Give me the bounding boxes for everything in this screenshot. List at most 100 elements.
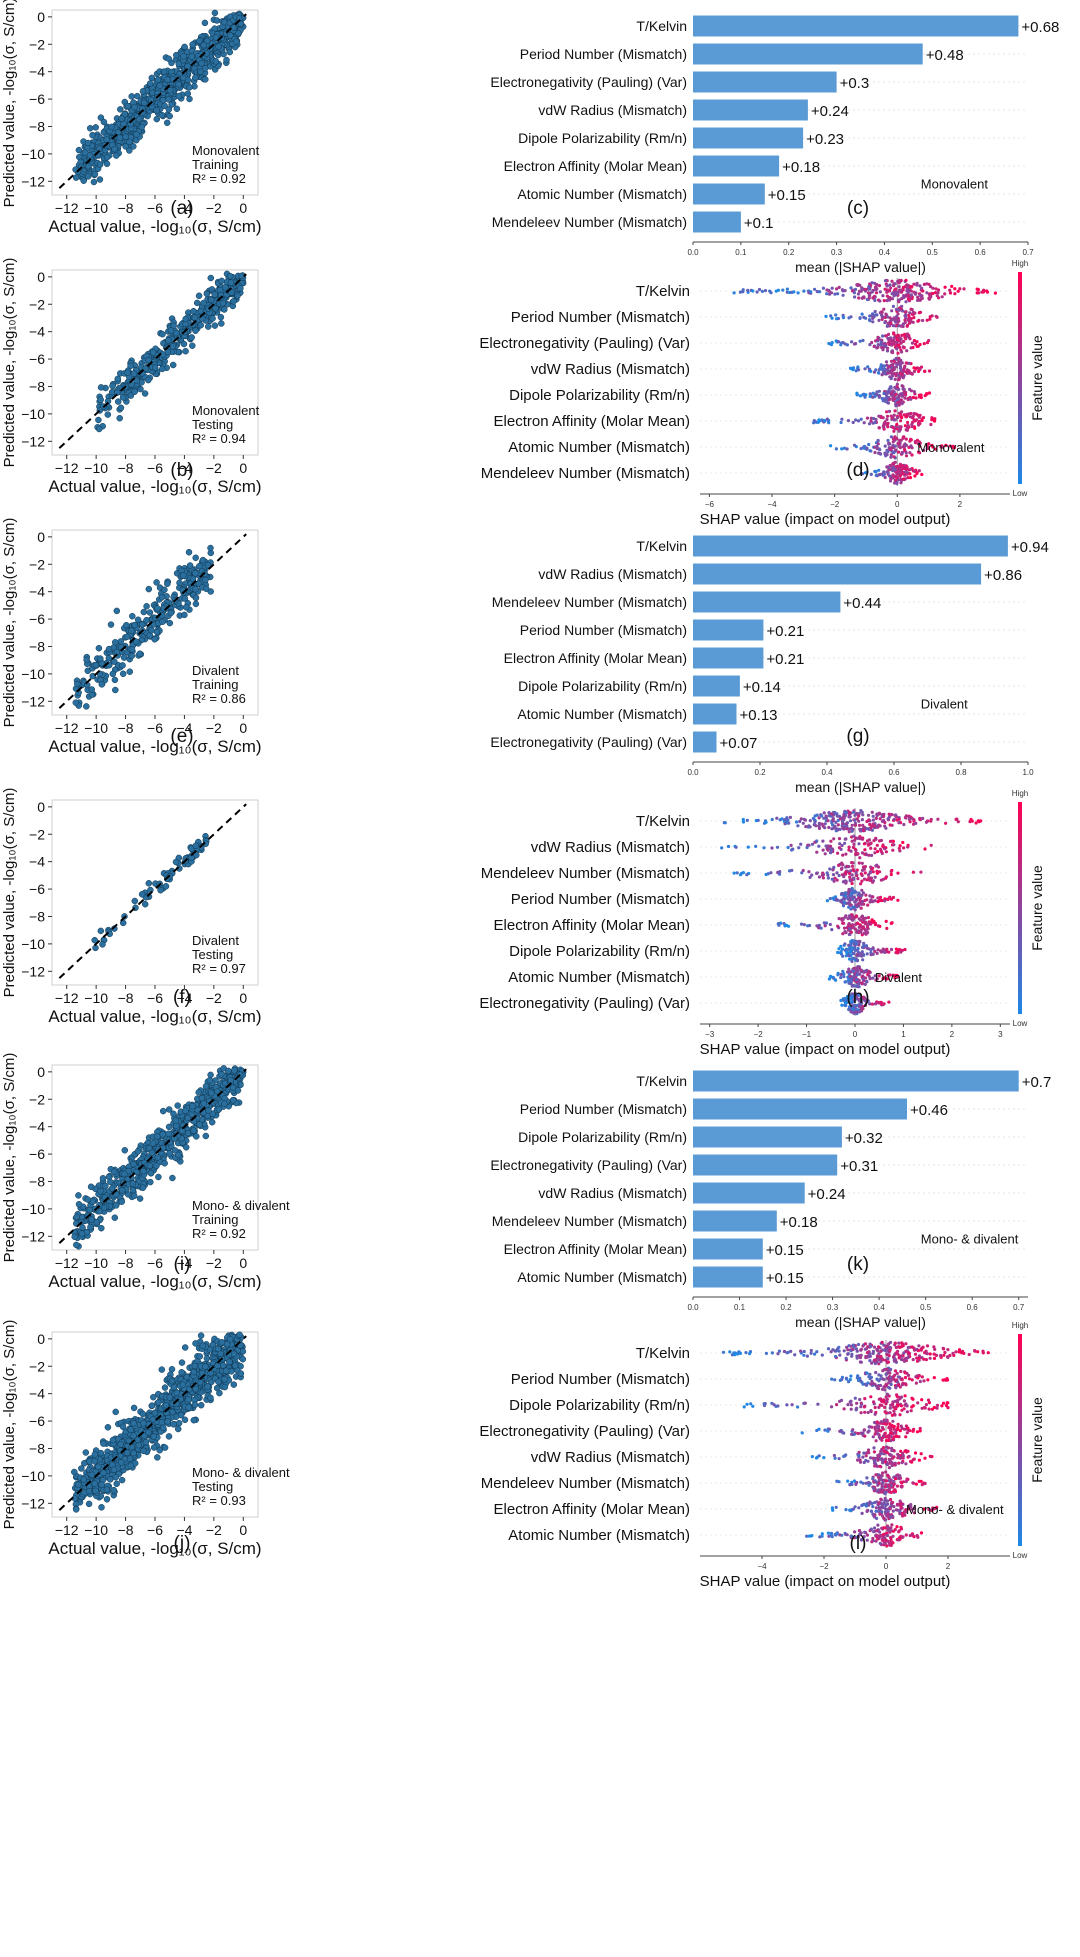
swarm-dot bbox=[852, 342, 857, 346]
data-point bbox=[180, 340, 188, 348]
swarm-dot bbox=[831, 818, 835, 822]
swarm-dot bbox=[877, 395, 881, 399]
swarm-dot bbox=[902, 477, 906, 481]
swarm-dot bbox=[894, 448, 898, 452]
swarm-dot bbox=[781, 288, 785, 292]
swarm-dot bbox=[854, 870, 858, 875]
swarm-dot bbox=[895, 347, 899, 351]
swarm-dot bbox=[897, 300, 901, 304]
swarm-dot bbox=[820, 814, 824, 818]
data-point bbox=[186, 95, 193, 103]
bar bbox=[693, 731, 717, 753]
swarm-dot bbox=[953, 287, 957, 291]
swarm-dot bbox=[882, 299, 886, 303]
x-tick-label: 0 bbox=[239, 720, 247, 736]
data-points bbox=[72, 9, 247, 186]
swarm-dot bbox=[885, 926, 889, 931]
swarm-dot bbox=[809, 290, 813, 294]
swarm-dot bbox=[902, 447, 907, 451]
data-point bbox=[190, 1127, 197, 1134]
swarm-dot bbox=[835, 871, 839, 875]
swarm-dot bbox=[735, 871, 739, 875]
data-point bbox=[80, 177, 87, 184]
x-tick-label: −10 bbox=[84, 460, 108, 476]
data-point bbox=[75, 146, 83, 154]
swarm-dot bbox=[889, 813, 893, 817]
swarm-dot bbox=[842, 943, 846, 947]
swarm-dot bbox=[775, 845, 780, 849]
colorbar-high-label: High bbox=[1012, 789, 1028, 798]
swarm-dot bbox=[849, 970, 853, 974]
colorbar bbox=[1018, 272, 1022, 484]
swarm-dot bbox=[904, 451, 908, 455]
x-tick-label: −8 bbox=[118, 200, 134, 216]
x-tick-label: −2 bbox=[206, 990, 222, 1006]
swarm-dot bbox=[866, 813, 871, 817]
swarm-dot bbox=[921, 416, 926, 420]
x-tick-label: −6 bbox=[705, 500, 715, 509]
swarm-dot bbox=[776, 870, 780, 875]
feature-label: Electronegativity (Pauling) (Var) bbox=[479, 995, 690, 1012]
y-tick-label: 0 bbox=[37, 9, 45, 25]
swarm-dot bbox=[919, 870, 923, 874]
data-point bbox=[196, 1121, 203, 1128]
data-point bbox=[151, 364, 159, 371]
data-point bbox=[72, 699, 80, 706]
y-tick-label: 0 bbox=[37, 1064, 45, 1080]
swarm-dot bbox=[876, 849, 880, 854]
annotation-line: R² = 0.86 bbox=[192, 691, 246, 706]
swarm-dot bbox=[898, 473, 903, 478]
data-point bbox=[98, 1224, 105, 1232]
swarm-dot bbox=[901, 309, 905, 313]
swarm-dot bbox=[904, 278, 908, 282]
swarm-dot bbox=[894, 344, 898, 348]
swarm-dot bbox=[871, 391, 875, 395]
swarm-dot bbox=[980, 290, 984, 294]
swarm-dot bbox=[895, 481, 899, 485]
data-point bbox=[153, 1162, 160, 1170]
swarm-dot bbox=[893, 385, 897, 390]
swarm-dot bbox=[918, 298, 922, 302]
swarm-dot bbox=[894, 392, 898, 396]
swarm-dot bbox=[816, 420, 820, 424]
swarm-dot bbox=[871, 946, 875, 950]
swarm-dot bbox=[888, 447, 892, 452]
x-tick-label: 2 bbox=[958, 500, 963, 509]
swarm-dot bbox=[870, 1002, 875, 1006]
swarm-dot bbox=[884, 826, 888, 830]
swarm-dot bbox=[897, 450, 901, 454]
swarm-dot bbox=[865, 819, 869, 824]
swarm-dot bbox=[871, 976, 875, 980]
annotation-line: Divalent bbox=[192, 933, 239, 948]
swarm-dot bbox=[948, 291, 953, 295]
swarm-dot bbox=[843, 879, 847, 884]
swarm-dot bbox=[910, 285, 914, 289]
swarm-dot bbox=[836, 851, 840, 855]
swarm-dot bbox=[873, 847, 877, 851]
swarm-dot bbox=[874, 417, 878, 422]
x-tick-label: −10 bbox=[84, 1255, 108, 1271]
data-point bbox=[133, 131, 140, 138]
annotation-line: Monovalent bbox=[192, 403, 260, 418]
data-point bbox=[219, 299, 227, 307]
x-tick-label: 0.4 bbox=[879, 248, 891, 257]
x-tick-label: 0 bbox=[853, 1030, 858, 1039]
swarm-dot bbox=[890, 309, 894, 313]
data-point bbox=[131, 103, 138, 111]
swarm-dot bbox=[885, 410, 889, 414]
y-tick-label: −12 bbox=[21, 963, 45, 979]
swarm-dot bbox=[908, 415, 913, 419]
data-point bbox=[207, 296, 215, 304]
swarm-dot bbox=[897, 356, 901, 360]
swarm-dot bbox=[868, 977, 872, 981]
data-point bbox=[113, 607, 121, 615]
swarm-dot bbox=[874, 313, 878, 317]
feature-label: Atomic Number (Mismatch) bbox=[517, 186, 687, 202]
data-point bbox=[119, 394, 127, 401]
data-point bbox=[123, 633, 131, 640]
swarm-dot bbox=[844, 852, 848, 856]
y-tick-label: −6 bbox=[29, 1146, 45, 1162]
swarm-dot bbox=[833, 292, 837, 296]
swarm-dot bbox=[870, 290, 874, 294]
annotation-line: Training bbox=[192, 157, 238, 172]
